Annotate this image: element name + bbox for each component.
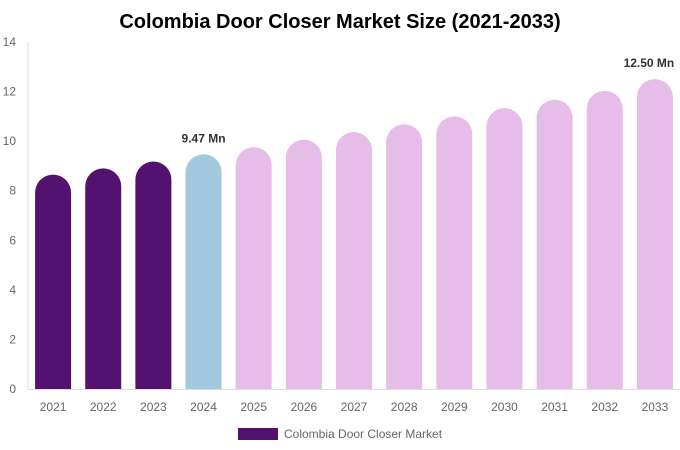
legend-swatch[interactable]: [238, 428, 278, 440]
x-tick-label: 2033: [642, 400, 669, 414]
bar-2024[interactable]: [185, 154, 222, 389]
bar-2021[interactable]: [35, 174, 72, 389]
x-tick-label: 2029: [441, 400, 468, 414]
data-label: 12.50 Mn: [624, 56, 675, 70]
x-tick-label: 2025: [240, 400, 267, 414]
bar-2029[interactable]: [436, 116, 473, 389]
y-tick-label: 4: [9, 283, 16, 297]
x-tick-label: 2027: [341, 400, 368, 414]
bar-2027[interactable]: [336, 131, 372, 389]
y-tick-label: 14: [3, 35, 17, 49]
x-tick-label: 2026: [290, 400, 317, 414]
x-tick-label: 2022: [90, 400, 117, 414]
bar-2031[interactable]: [536, 99, 573, 389]
bar-2023[interactable]: [135, 161, 172, 389]
y-tick-label: 0: [9, 382, 16, 396]
bar-2030[interactable]: [486, 108, 523, 389]
x-tick-label: 2030: [491, 400, 518, 414]
data-label: 9.47 Mn: [182, 131, 226, 145]
x-tick-label: 2023: [140, 400, 167, 414]
y-tick-label: 2: [9, 332, 16, 346]
bar-2022[interactable]: [85, 168, 122, 389]
x-tick-label: 2031: [541, 400, 568, 414]
x-tick-label: 2024: [190, 400, 217, 414]
bar-2026[interactable]: [285, 139, 322, 389]
y-tick-label: 6: [9, 233, 16, 247]
x-tick-label: 2032: [591, 400, 618, 414]
bar-2032[interactable]: [586, 90, 623, 389]
x-tick-label: 2021: [40, 400, 67, 414]
chart-title: Colombia Door Closer Market Size (2021-2…: [119, 11, 560, 33]
bar-2028[interactable]: [386, 124, 423, 390]
x-tick-label: 2028: [391, 400, 418, 414]
y-tick-label: 12: [3, 85, 17, 99]
legend-label[interactable]: Colombia Door Closer Market: [284, 427, 443, 441]
bar-2025[interactable]: [235, 147, 272, 389]
bar-2033[interactable]: [636, 79, 673, 389]
y-tick-label: 8: [9, 184, 16, 198]
y-tick-label: 10: [3, 134, 17, 148]
